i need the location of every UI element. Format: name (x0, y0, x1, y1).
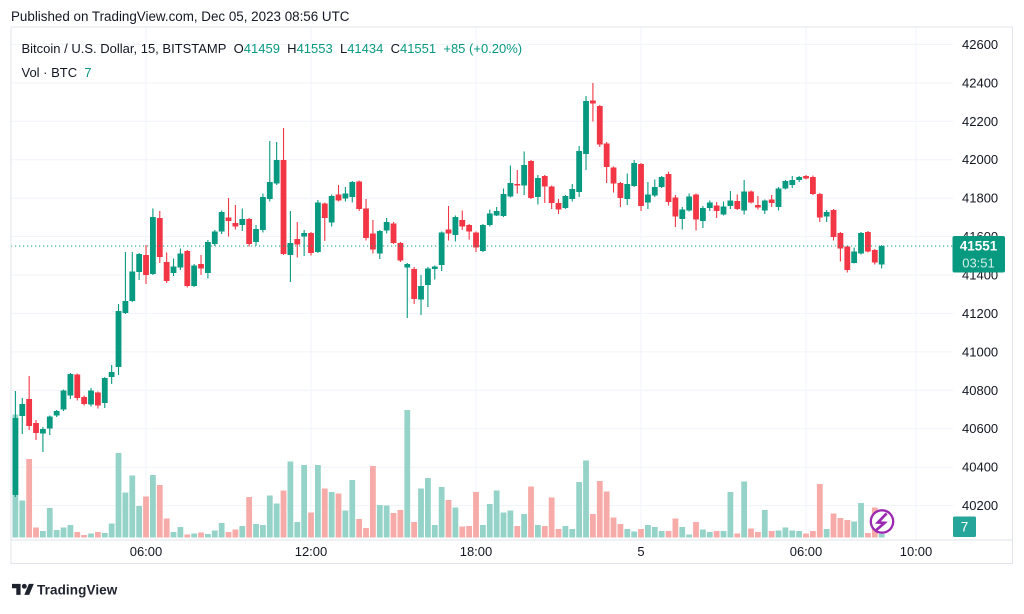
svg-text:7: 7 (961, 520, 969, 535)
svg-text:41200: 41200 (962, 306, 998, 321)
svg-text:42200: 42200 (962, 114, 998, 129)
svg-text:41800: 41800 (962, 191, 998, 206)
svg-text:40400: 40400 (962, 460, 998, 475)
svg-text:03:51: 03:51 (962, 256, 995, 271)
svg-text:40200: 40200 (962, 498, 998, 513)
svg-text:TradingView: TradingView (37, 583, 118, 598)
svg-text:40600: 40600 (962, 421, 998, 436)
svg-text:42400: 42400 (962, 75, 998, 90)
svg-text:41551: 41551 (960, 239, 998, 254)
svg-text:06:00: 06:00 (130, 544, 163, 559)
svg-text:5: 5 (637, 544, 644, 559)
svg-text:12:00: 12:00 (295, 544, 328, 559)
svg-text:42600: 42600 (962, 37, 998, 52)
svg-text:41000: 41000 (962, 344, 998, 359)
svg-text:42000: 42000 (962, 152, 998, 167)
svg-text:06:00: 06:00 (790, 544, 823, 559)
svg-text:18:00: 18:00 (460, 544, 493, 559)
svg-text:10:00: 10:00 (900, 544, 933, 559)
svg-text:40800: 40800 (962, 383, 998, 398)
